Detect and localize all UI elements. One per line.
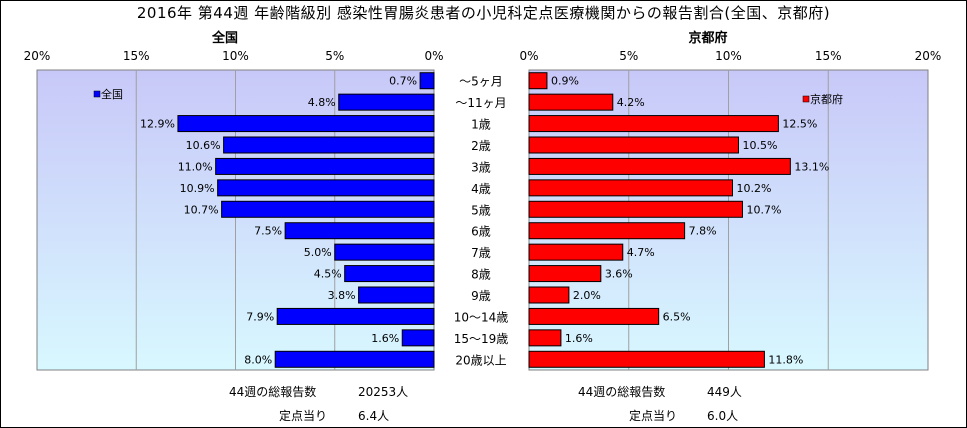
kyoto-value-label: 11.8% [768, 353, 803, 366]
national-value-label: 0.7% [389, 75, 417, 88]
category-label: 7歳 [471, 246, 491, 260]
kyoto-bar [528, 115, 779, 133]
national-bar [401, 329, 435, 347]
category-label: 10～14歳 [454, 310, 509, 324]
kyoto-bar [528, 307, 660, 325]
national-tick-label: 0% [424, 49, 443, 63]
national-value-label: 10.7% [184, 203, 219, 216]
kyoto-bar [528, 222, 686, 240]
category-label: 9歳 [471, 289, 491, 303]
national-bar [217, 179, 435, 197]
national-bar [284, 222, 435, 240]
national-legend-swatch [93, 90, 101, 98]
national-legend-label: 全国 [101, 87, 123, 101]
kyoto-bar [528, 72, 548, 90]
kyoto-bar [528, 136, 739, 154]
kyoto-bar [528, 265, 602, 283]
kyoto-value-label: 10.2% [736, 182, 771, 195]
category-label: 2歳 [471, 139, 491, 153]
category-label: 3歳 [471, 160, 491, 174]
national-bar [358, 286, 435, 304]
national-value-label: 1.6% [371, 332, 399, 345]
category-label: ～11ヶ月 [455, 96, 506, 110]
national-per-label: 定点当り [279, 409, 328, 423]
national-tick-label: 15% [123, 49, 150, 63]
kyoto-total-label: 44週の総報告数 [578, 385, 666, 399]
national-bar [215, 157, 435, 175]
kyoto-value-label: 3.6% [605, 268, 633, 281]
kyoto-panel-title: 京都府 [688, 30, 727, 46]
national-value-label: 5.0% [304, 246, 332, 259]
category-label: 4歳 [471, 182, 491, 196]
national-bar [344, 265, 435, 283]
kyoto-tick-label: 15% [815, 49, 842, 63]
kyoto-tick-label: 0% [519, 49, 538, 63]
national-tick-label: 5% [325, 49, 344, 63]
kyoto-value-label: 10.5% [742, 139, 777, 152]
national-value-label: 3.8% [328, 289, 356, 302]
category-label: 20歳以上 [455, 353, 506, 367]
national-tick-label: 20% [24, 49, 51, 63]
national-value-label: 10.6% [186, 139, 221, 152]
national-bar [419, 72, 435, 90]
kyoto-value-label: 13.1% [794, 160, 829, 173]
national-per-value: 6.4人 [358, 409, 390, 423]
kyoto-bar [528, 179, 733, 197]
kyoto-value-label: 10.7% [746, 203, 781, 216]
kyoto-value-label: 0.9% [551, 75, 579, 88]
national-value-label: 7.9% [246, 310, 274, 323]
national-total-label: 44週の総報告数 [229, 385, 317, 399]
national-bar [274, 350, 435, 368]
national-value-label: 7.5% [254, 225, 282, 238]
kyoto-value-label: 2.0% [573, 289, 601, 302]
kyoto-value-label: 1.6% [565, 332, 593, 345]
kyoto-legend-swatch [802, 95, 810, 103]
kyoto-value-label: 12.5% [782, 118, 817, 131]
kyoto-bar [528, 350, 765, 368]
national-bar [177, 115, 435, 133]
category-label: 5歳 [471, 203, 491, 217]
kyoto-tick-label: 10% [715, 49, 742, 63]
kyoto-bar [528, 329, 562, 347]
national-panel-title: 全国 [211, 30, 238, 46]
kyoto-bar [528, 157, 791, 175]
kyoto-bar [528, 286, 570, 304]
national-value-label: 8.0% [244, 353, 272, 366]
kyoto-value-label: 7.8% [689, 225, 717, 238]
kyoto-total-value: 449人 [707, 385, 742, 399]
kyoto-per-label: 定点当り [629, 409, 678, 423]
kyoto-tick-label: 20% [915, 49, 942, 63]
kyoto-value-label: 6.5% [663, 310, 691, 323]
kyoto-per-value: 6.0人 [707, 409, 739, 423]
category-label: ～5ヶ月 [459, 75, 503, 89]
national-value-label: 4.8% [308, 96, 336, 109]
kyoto-tick-label: 5% [619, 49, 638, 63]
kyoto-value-label: 4.7% [627, 246, 655, 259]
kyoto-bar [528, 93, 614, 111]
national-total-value: 20253人 [358, 385, 409, 399]
category-label: 8歳 [471, 268, 491, 282]
category-label: 1歳 [471, 118, 491, 132]
chart-title: 2016年 第44週 年齢階級別 感染性胃腸炎患者の小児科定点医療機関からの報告… [136, 4, 831, 22]
national-bar [223, 136, 435, 154]
national-value-label: 10.9% [180, 182, 215, 195]
national-value-label: 4.5% [314, 268, 342, 281]
kyoto-bar [528, 200, 743, 218]
national-tick-label: 10% [222, 49, 249, 63]
category-label: 15～19歳 [454, 332, 509, 346]
category-label: 6歳 [471, 225, 491, 239]
kyoto-value-label: 4.2% [617, 96, 645, 109]
national-bar [334, 243, 435, 261]
national-value-label: 11.0% [178, 160, 213, 173]
national-bar [276, 307, 435, 325]
national-bar [338, 93, 435, 111]
kyoto-bar [528, 243, 624, 261]
national-value-label: 12.9% [140, 118, 175, 131]
kyoto-legend-label: 京都府 [810, 92, 843, 106]
national-bar [221, 200, 435, 218]
